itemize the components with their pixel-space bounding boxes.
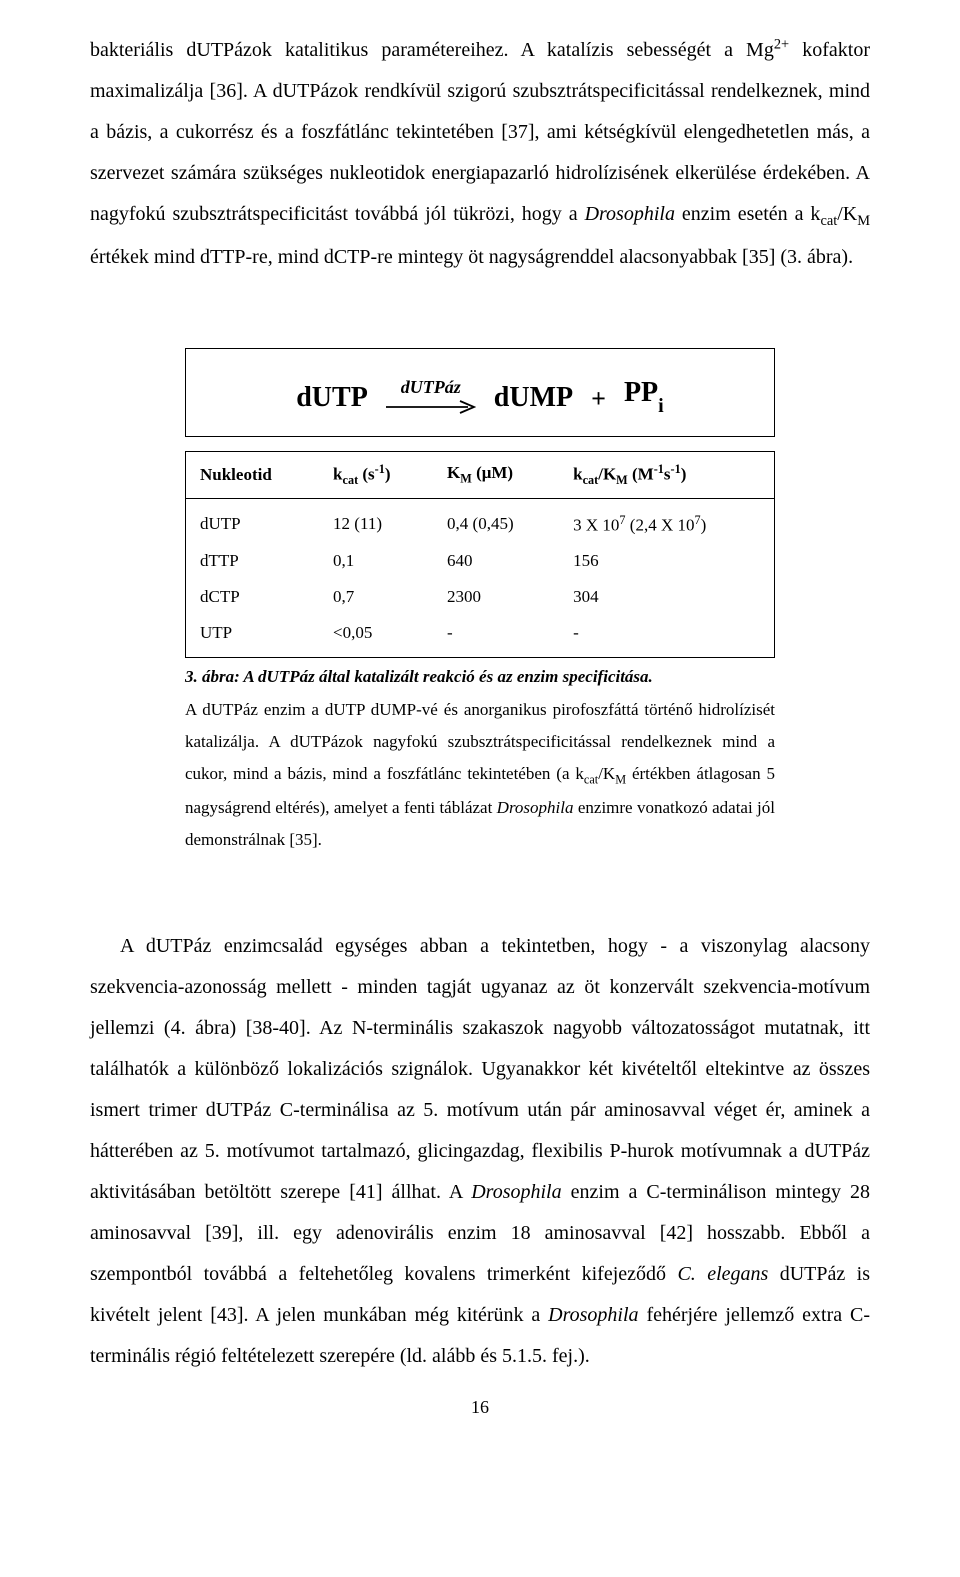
- reaction-substrate: dUTP: [296, 382, 368, 414]
- table-header-cell: kcat/KM (M-1s-1): [559, 452, 774, 499]
- table-cell: <0,05: [319, 615, 433, 657]
- paragraph-1: bakteriális dUTPázok katalitikus paramét…: [90, 30, 870, 278]
- kinetics-table: Nukleotidkcat (s-1)KM (μM)kcat/KM (M-1s-…: [185, 451, 775, 659]
- table-cell: 304: [559, 579, 774, 615]
- figure-caption-title: 3. ábra: A dUTPáz által katalizált reakc…: [185, 667, 653, 686]
- table-cell: 12 (11): [319, 499, 433, 544]
- table-cell: -: [559, 615, 774, 657]
- table-header-row: Nukleotidkcat (s-1)KM (μM)kcat/KM (M-1s-…: [186, 452, 774, 499]
- page-number: 16: [90, 1397, 870, 1418]
- table-cell: 2300: [433, 579, 559, 615]
- reaction-arrow-group: dUTPáz: [386, 377, 476, 414]
- figure-caption: 3. ábra: A dUTPáz által katalizált reakc…: [185, 661, 775, 856]
- table-cell: 0,4 (0,45): [433, 499, 559, 544]
- table-cell: 640: [433, 543, 559, 579]
- reaction-enzyme-label: dUTPáz: [401, 377, 461, 398]
- table-cell: dCTP: [186, 579, 319, 615]
- reaction-plus: +: [591, 384, 606, 414]
- table-cell: 156: [559, 543, 774, 579]
- table-row: dUTP12 (11)0,4 (0,45)3 X 107 (2,4 X 107): [186, 499, 774, 544]
- table-cell: 0,7: [319, 579, 433, 615]
- table-header-cell: Nukleotid: [186, 452, 319, 499]
- table-cell: dUTP: [186, 499, 319, 544]
- table-row: UTP<0,05--: [186, 615, 774, 657]
- table-row: dTTP0,1640156: [186, 543, 774, 579]
- reaction-scheme-box: dUTP dUTPáz dUMP + PPi: [185, 348, 775, 437]
- arrow-icon: [386, 400, 476, 414]
- table-cell: UTP: [186, 615, 319, 657]
- reaction-line: dUTP dUTPáz dUMP + PPi: [204, 377, 756, 414]
- table-cell: 3 X 107 (2,4 X 107): [559, 499, 774, 544]
- table-header-cell: KM (μM): [433, 452, 559, 499]
- figure-caption-body: A dUTPáz enzim a dUTP dUMP-vé és anorgan…: [185, 700, 775, 850]
- reaction-product-1: dUMP: [494, 382, 573, 414]
- figure-3: dUTP dUTPáz dUMP + PPi Nukleotidkcat (s-…: [185, 348, 775, 857]
- table-cell: -: [433, 615, 559, 657]
- table-body: dUTP12 (11)0,4 (0,45)3 X 107 (2,4 X 107)…: [186, 499, 774, 658]
- paragraph-2: A dUTPáz enzimcsalád egységes abban a te…: [90, 926, 870, 1377]
- table-header-cell: kcat (s-1): [319, 452, 433, 499]
- table-row: dCTP0,72300304: [186, 579, 774, 615]
- table-cell: dTTP: [186, 543, 319, 579]
- table-cell: 0,1: [319, 543, 433, 579]
- reaction-product-2: PPi: [624, 377, 664, 414]
